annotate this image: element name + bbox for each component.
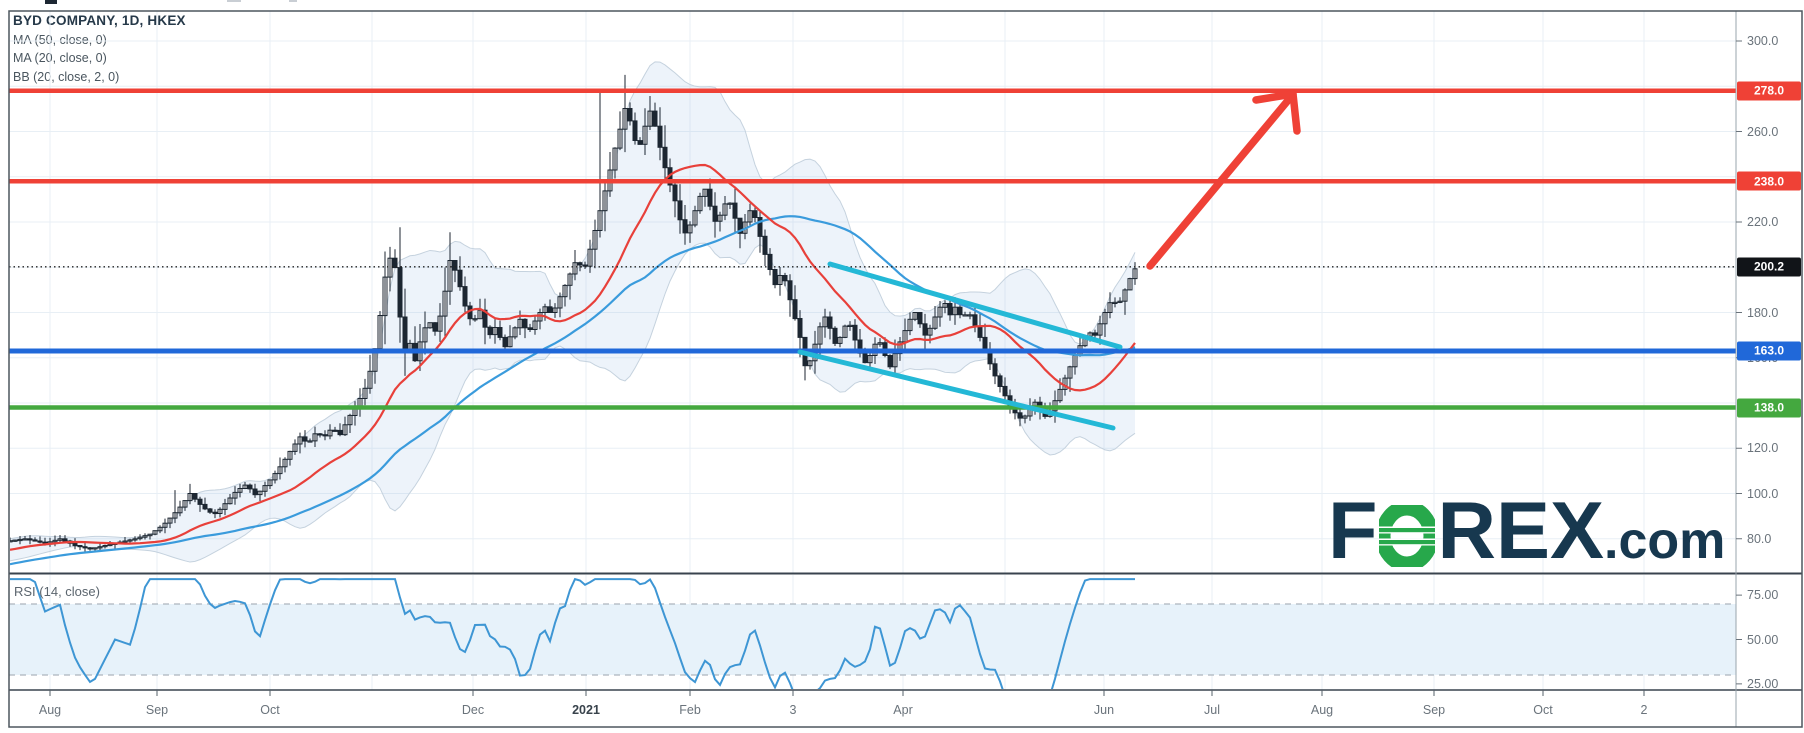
logo-letter-f: F <box>1328 486 1378 576</box>
price-badge-138.0: 138.0 <box>1737 398 1801 418</box>
time-axis-label-Jul: Jul <box>1204 703 1220 717</box>
price-axis-label-300.0: 300.0 <box>1747 34 1779 48</box>
level-lines <box>9 88 1736 410</box>
time-axis-label-Jun: Jun <box>1093 703 1115 717</box>
indicator-ma20-label[interactable]: MA (20, close, 0) <box>13 51 107 65</box>
rsi-axis-label-25.00: 25.00 <box>1747 676 1779 691</box>
time-axis-label-Aug: Aug <box>38 703 62 717</box>
logo-letters-rex: REX <box>1437 486 1605 576</box>
ma20-line <box>10 163 1136 551</box>
price-badge-200.2: 200.2 <box>1737 257 1801 277</box>
bollinger-band <box>10 61 1136 563</box>
trend-channel[interactable] <box>797 261 1123 431</box>
rsi-pane[interactable] <box>9 575 1736 696</box>
time-axis-label-Sep: Sep <box>1422 703 1446 717</box>
indicator-rsi-label[interactable]: RSI (14, close) <box>14 584 100 599</box>
channel-upper-line <box>827 261 1123 350</box>
price-axis-label-220.0: 220.0 <box>1747 215 1779 229</box>
rsi-line <box>10 577 1135 689</box>
time-axis-label-Apr: Apr <box>893 703 913 717</box>
price-axis-label-120.0: 120.0 <box>1747 441 1779 456</box>
time-axis-label-3: 3 <box>789 703 797 717</box>
logo-currency-o-icon <box>1375 500 1440 572</box>
price-axis-label-80.0: 80.0 <box>1747 531 1772 546</box>
frame <box>8 10 1803 728</box>
time-axis-label-Feb: Feb <box>679 703 701 717</box>
symbol-title[interactable]: BYD COMPANY, 1D, HKEX <box>13 13 186 28</box>
price-axis-label-180.0: 180.0 <box>1747 305 1779 320</box>
time-axis-label-2021: 2021 <box>572 703 600 717</box>
time-axis-label-Oct: Oct <box>1533 703 1553 717</box>
logo-suffix: .com <box>1604 512 1726 570</box>
price-axis-label-100.0: 100.0 <box>1747 486 1779 501</box>
indicator-ma50-label[interactable]: MA (50, close, 0) <box>13 32 107 47</box>
price-badge-163.0: 163.0 <box>1737 341 1801 361</box>
time-axis-label-Dec: Dec <box>461 703 485 717</box>
price-badge-278.0: 278.0 <box>1737 81 1801 101</box>
rsi-axis-label-50.00: 50.00 <box>1747 632 1779 647</box>
rsi-axis-label-75.00: 75.00 <box>1747 588 1779 603</box>
channel-lower-line <box>797 349 1116 431</box>
time-axis-label-Oct: Oct <box>260 703 280 717</box>
time-axis-label-2: 2 <box>1640 703 1648 717</box>
time-axis-label-Sep: Sep <box>145 703 169 717</box>
price-axis-label-260.0: 260.0 <box>1747 124 1779 139</box>
indicator-bb-label[interactable]: BB (20, close, 2, 0) <box>13 69 120 84</box>
browser-chrome-fragment <box>289 0 297 2</box>
time-axis-label-Aug: Aug <box>1310 703 1334 717</box>
forex-com-logo: F REX .com <box>1328 486 1726 576</box>
projection-arrow[interactable] <box>1146 90 1301 270</box>
legend: BYD COMPANY, 1D, HKEX MA (50, close, 0) … <box>13 13 186 84</box>
browser-chrome-fragment <box>227 0 241 2</box>
price-badge-238.0: 238.0 <box>1737 171 1801 191</box>
candlesticks <box>10 74 1138 553</box>
browser-chrome-fragment <box>45 0 57 4</box>
